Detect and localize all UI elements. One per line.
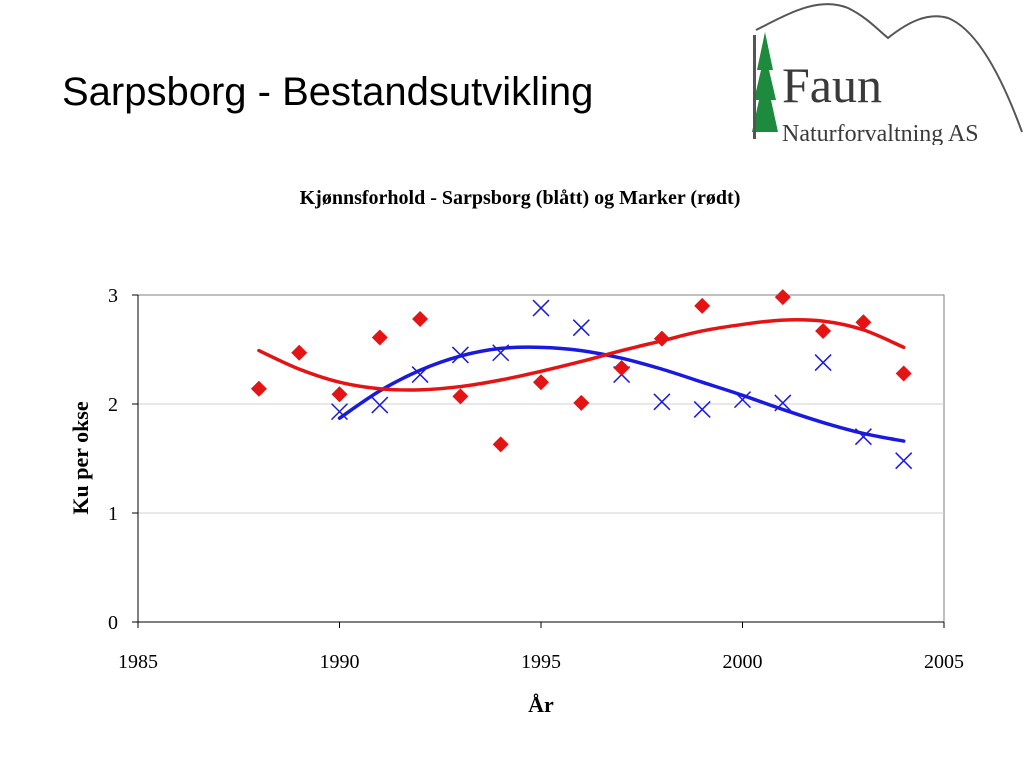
y-axis-label: Ku per okse	[68, 401, 93, 515]
x-tick-label-2000: 2000	[723, 651, 763, 673]
x-tick-label-1985: 1985	[118, 651, 158, 673]
data-point-0-3	[451, 346, 469, 364]
x-tick-label-2005: 2005	[924, 651, 964, 673]
data-point-1-4	[412, 310, 429, 327]
x-axis-label: År	[528, 692, 554, 717]
data-point-1-9	[613, 360, 630, 377]
data-point-0-5	[532, 299, 550, 317]
data-point-0-10	[733, 391, 752, 409]
x-tick-label-1995: 1995	[521, 651, 561, 673]
data-point-1-3	[371, 329, 388, 346]
y-tick-label-1: 1	[108, 503, 118, 525]
data-point-0-12	[814, 354, 832, 372]
data-point-0-9	[693, 400, 711, 418]
data-point-1-14	[855, 314, 872, 331]
data-point-0-11	[774, 394, 792, 412]
data-point-1-8	[573, 394, 590, 411]
data-point-0-2	[411, 366, 429, 384]
data-point-0-14	[895, 452, 913, 470]
data-point-1-13	[815, 322, 832, 339]
tick-labels: 0 1 2 3 1985 1990 1995 2000 2005	[108, 285, 964, 673]
data-point-1-6	[492, 436, 509, 453]
data-point-0-8	[653, 393, 671, 411]
data-point-1-10	[653, 330, 670, 347]
data-point-0-13	[854, 428, 872, 446]
logo-mountain-outline	[755, 3, 1023, 133]
slide-title: Sarpsborg - Bestandsutvikling	[62, 70, 594, 114]
x-tick-label-1990: 1990	[320, 651, 360, 673]
axes	[132, 294, 945, 628]
y-tick-label-3: 3	[108, 285, 118, 307]
trend-line-0	[337, 345, 906, 443]
logo-tree-icon	[752, 32, 778, 139]
gridlines	[138, 403, 944, 514]
data-point-1-11	[694, 297, 711, 314]
y-tick-label-2: 2	[108, 394, 118, 416]
trend-lines	[257, 317, 906, 443]
data-point-0-0	[330, 403, 349, 421]
data-point-1-0	[250, 380, 267, 397]
y-tick-label-0: 0	[108, 612, 118, 634]
data-point-0-1	[371, 396, 389, 414]
data-point-1-2	[331, 386, 348, 403]
data-point-1-12	[774, 289, 791, 306]
data-point-0-6	[572, 319, 590, 337]
data-markers	[250, 289, 913, 470]
data-point-0-4	[492, 344, 510, 362]
data-point-1-7	[533, 374, 549, 391]
data-point-1-5	[452, 388, 469, 405]
faun-logo: Faun Naturforvaltning AS	[752, 3, 1023, 145]
logo-name: Faun	[782, 57, 882, 113]
logo-subtitle: Naturforvaltning AS	[782, 121, 979, 145]
plot-area	[137, 294, 945, 623]
chart-title: Kjønnsforhold - Sarpsborg (blått) og Mar…	[300, 187, 741, 209]
data-point-1-15	[895, 365, 912, 382]
data-point-1-1	[291, 344, 308, 361]
trend-line-1	[257, 317, 906, 392]
